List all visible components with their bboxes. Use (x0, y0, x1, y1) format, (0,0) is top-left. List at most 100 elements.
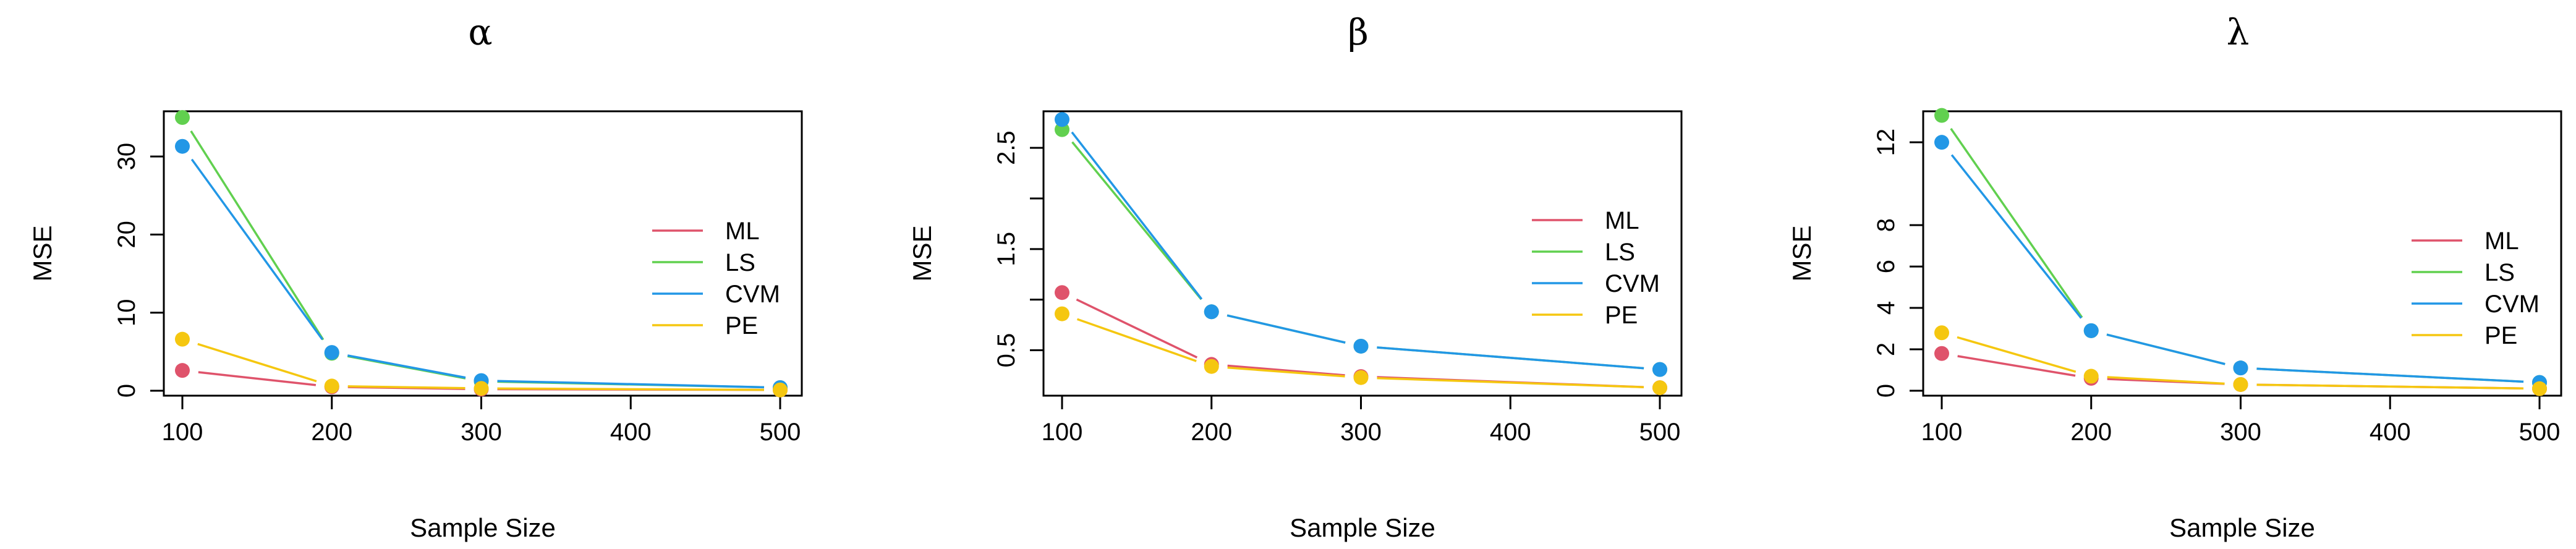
series-line-segment (1071, 141, 1202, 300)
x-tick-label: 100 (1921, 419, 1963, 446)
x-axis-label: Sample Size (1290, 513, 1435, 542)
series-ls (175, 110, 788, 395)
series-line-segment (1076, 298, 1198, 359)
y-axis-label: MSE (908, 225, 937, 281)
y-tick-label: 4 (1872, 301, 1900, 315)
y-tick-label: 30 (113, 143, 140, 171)
x-tick-label: 500 (760, 419, 801, 446)
series-line-segment (2256, 383, 2524, 390)
legend-label: PE (725, 312, 758, 339)
series-line-segment (190, 158, 323, 341)
legend-label: LS (1605, 239, 1635, 266)
series-line-segment (1227, 366, 1345, 378)
plot-frame (1042, 110, 1683, 397)
series-line-segment (1076, 318, 1197, 362)
data-point (1652, 362, 1667, 377)
data-point (2233, 377, 2248, 392)
series-line-segment (1957, 336, 2077, 373)
x-axis-label: Sample Size (410, 513, 556, 542)
series-line-segment (1377, 377, 1644, 388)
series-line-segment (2106, 333, 2225, 365)
series-cvm (1055, 112, 1667, 377)
x-tick-label: 400 (2370, 419, 2411, 446)
legend-label: LS (725, 249, 755, 276)
data-point (1204, 359, 1219, 374)
legend: ML LS CVM PE (1532, 207, 1660, 329)
series-line-segment (1950, 154, 2082, 319)
data-point (175, 138, 190, 154)
x-tick-label: 300 (1340, 419, 1382, 446)
data-point (1934, 346, 1949, 361)
data-point (175, 331, 190, 347)
series-ls (1055, 122, 1667, 377)
panel-3: λ 0 2 4 6 8 12 100 200 300 400 500 Sample Size MSE ML L… (1787, 11, 2562, 542)
series-line-segment (1957, 355, 2076, 377)
legend-label: CVM (2485, 291, 2540, 318)
series-line-segment (190, 130, 325, 341)
data-point (1652, 380, 1667, 396)
series-line-segment (198, 371, 317, 386)
series-line-segment (1227, 364, 1345, 377)
data-point (2083, 323, 2099, 338)
data-point (1204, 304, 1219, 320)
y-tick-label: 2 (1872, 343, 1900, 356)
x-tick-label: 200 (2070, 419, 2112, 446)
data-point (175, 110, 190, 125)
y-tick-label: 2.5 (993, 130, 1020, 165)
data-point (175, 363, 190, 378)
legend-label: PE (1605, 302, 1638, 329)
series-pe (1055, 306, 1667, 396)
x-tick-label: 500 (1639, 419, 1681, 446)
y-tick-label: 10 (113, 299, 140, 326)
series-pe (1934, 325, 2547, 396)
data-point (1353, 370, 1369, 385)
data-point (1934, 135, 1949, 150)
series-line-segment (347, 354, 466, 379)
series-line-segment (1071, 131, 1203, 300)
legend-label: PE (2485, 322, 2517, 349)
legend: ML LS CVM PE (652, 218, 780, 339)
x-tick-label: 200 (1191, 419, 1232, 446)
series-line-segment (1950, 128, 2083, 318)
legend-label: ML (1605, 207, 1639, 234)
data-point (2233, 360, 2248, 376)
series-line-segment (497, 387, 765, 391)
series-line-segment (497, 380, 765, 389)
data-point (1934, 108, 1949, 123)
series-line-segment (347, 385, 465, 389)
panel-title: β (1348, 11, 1369, 53)
series-cvm (1934, 135, 2547, 390)
panel-2: β 0.5 1.5 2.5 100 200 300 400 500 Sample Size MSE M… (908, 11, 1683, 542)
x-axis-label: Sample Size (2169, 513, 2315, 542)
y-tick-label: 8 (1872, 218, 1900, 232)
data-point (1055, 306, 1069, 321)
x-tick-label: 200 (311, 419, 352, 446)
x-tick-label: 400 (610, 419, 652, 446)
legend-label: ML (725, 218, 760, 245)
series-line-segment (1377, 346, 1644, 370)
legend-label: LS (2485, 259, 2515, 286)
series-pe (175, 331, 788, 398)
series-line-segment (2256, 367, 2524, 383)
data-point (1055, 112, 1069, 127)
series-line-segment (197, 343, 317, 383)
x-tick-label: 300 (2220, 419, 2261, 446)
series-line-segment (1226, 314, 1346, 344)
y-tick-label: 12 (1872, 129, 1900, 156)
panel-1: α 0 10 20 30 100 200 300 400 500 Sample Size MSE ML L… (28, 11, 803, 542)
y-axis-label: MSE (1787, 225, 1816, 281)
data-point (773, 382, 788, 398)
legend: ML LS CVM PE (2412, 228, 2540, 349)
legend-label: ML (2485, 228, 2519, 255)
series-line-segment (2107, 376, 2225, 385)
data-point (1353, 338, 1369, 354)
legend-label: CVM (725, 281, 780, 308)
x-tick-label: 100 (162, 419, 203, 446)
y-tick-label: 1.5 (993, 232, 1020, 266)
y-tick-label: 0 (113, 384, 140, 398)
x-tick-label: 100 (1042, 419, 1083, 446)
series-cvm (175, 138, 788, 395)
y-axis-label: MSE (28, 225, 57, 281)
panel-title: λ (2227, 11, 2250, 53)
